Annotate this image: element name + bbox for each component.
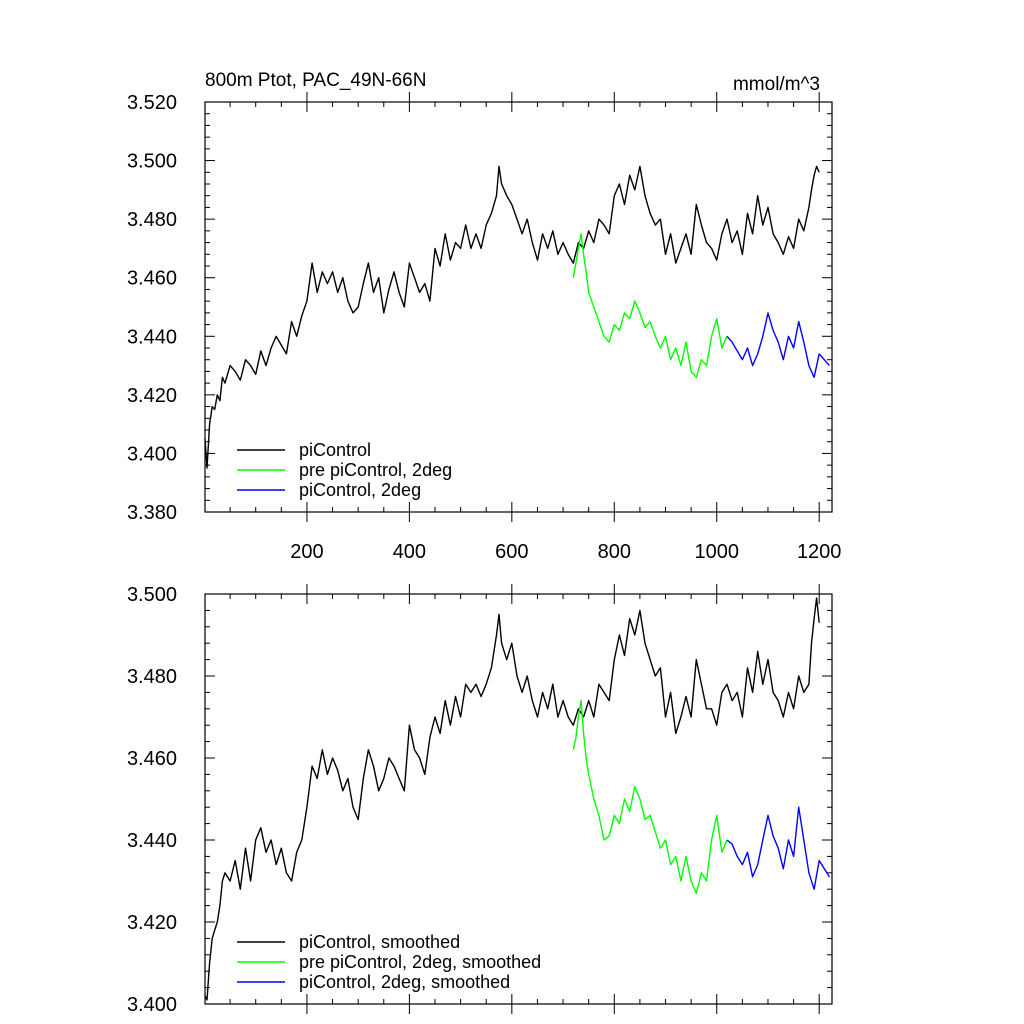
legend-label: pre piControl, 2deg, smoothed <box>299 952 541 972</box>
y-tick-label: 3.400 <box>127 994 177 1016</box>
legend-label: piControl <box>299 440 371 460</box>
y-tick-label: 3.500 <box>127 584 177 606</box>
x-tick-label: 1200 <box>797 541 842 563</box>
y-tick-label: 3.480 <box>127 209 177 231</box>
legend-label: piControl, smoothed <box>299 932 460 952</box>
y-tick-label: 3.520 <box>127 92 177 114</box>
x-tick-label: 800 <box>598 541 631 563</box>
y-tick-label: 3.380 <box>127 502 177 524</box>
series-line-3 <box>726 312 830 378</box>
y-tick-label: 3.500 <box>127 151 177 173</box>
y-tick-label: 3.420 <box>127 912 177 934</box>
x-tick-label: 1000 <box>694 541 739 563</box>
y-tick-label: 3.460 <box>127 268 177 290</box>
x-tick-label: 400 <box>393 541 426 563</box>
y-tick-label: 3.460 <box>127 748 177 770</box>
y-tick-label: 3.440 <box>127 830 177 852</box>
plot-frame <box>204 593 833 1005</box>
series-line-3 <box>726 806 830 890</box>
x-tick-label: 200 <box>290 541 323 563</box>
units-label: mmol/m^3 <box>733 74 820 95</box>
x-tick-label: 600 <box>495 541 528 563</box>
panel-1: 800m Ptot, PAC_49N-66N mmol/m^3 3.520 3.500… <box>127 70 842 563</box>
legend-label: pre piControl, 2deg <box>299 460 452 480</box>
series-line-2 <box>572 699 728 894</box>
y-tick-label: 3.440 <box>127 326 177 348</box>
y-tick-label: 3.400 <box>127 443 177 465</box>
y-tick-label: 3.480 <box>127 666 177 688</box>
legend-label: piControl, 2deg <box>299 480 421 500</box>
y-tick-label: 3.420 <box>127 385 177 407</box>
legend-label: piControl, 2deg, smoothed <box>299 972 510 992</box>
series-line-1 <box>204 597 820 1001</box>
panel-2: 3.500 3.480 3.460 3.440 3.420 3.400 piControl,… <box>127 584 833 1016</box>
series-line-2 <box>572 233 728 378</box>
series-line-1 <box>204 165 820 469</box>
plot-frame <box>204 101 833 513</box>
chart-title: 800m Ptot, PAC_49N-66N <box>205 70 426 91</box>
